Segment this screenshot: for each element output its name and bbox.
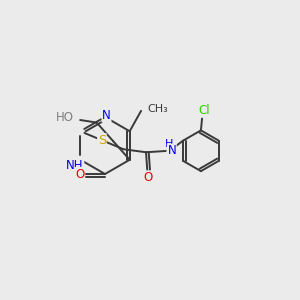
Text: N: N <box>167 144 176 157</box>
Text: HO: HO <box>56 111 74 124</box>
Text: NH: NH <box>66 159 84 172</box>
Text: H: H <box>165 139 173 149</box>
Text: O: O <box>75 167 84 181</box>
Text: CH₃: CH₃ <box>148 104 168 114</box>
Text: O: O <box>143 171 152 184</box>
Text: S: S <box>98 134 106 147</box>
Text: N: N <box>102 109 111 122</box>
Text: Cl: Cl <box>198 104 210 117</box>
